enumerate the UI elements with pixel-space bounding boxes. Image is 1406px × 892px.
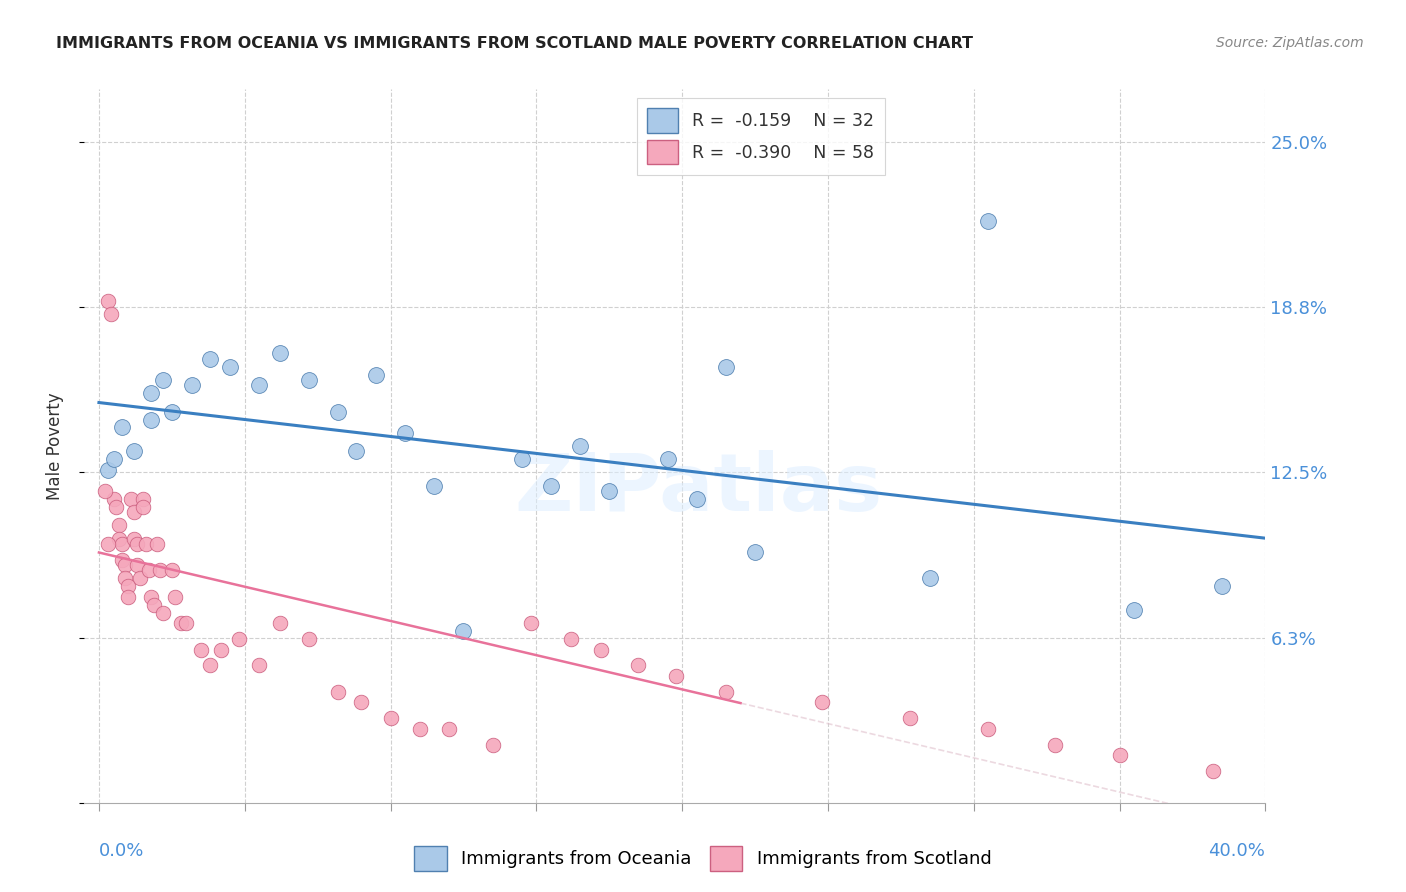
Point (117, 590, 139, 604)
Point (453, 624, 475, 638)
Point (163, 590, 186, 604)
Point (108, 532, 131, 546)
Point (100, 307, 122, 321)
Point (125, 537, 148, 551)
Point (114, 571, 136, 585)
Point (481, 738, 503, 752)
Point (122, 505, 145, 519)
Point (247, 658, 270, 673)
Point (97, 293, 120, 308)
Point (128, 571, 150, 585)
Point (228, 632, 250, 646)
Y-axis label: Male Poverty: Male Poverty (45, 392, 63, 500)
Point (977, 722, 1000, 736)
Legend: Immigrants from Oceania, Immigrants from Scotland: Immigrants from Oceania, Immigrants from… (408, 838, 998, 879)
Point (1045, 738, 1067, 752)
Point (111, 552, 134, 566)
Point (146, 537, 169, 551)
Point (131, 500, 153, 514)
Point (380, 711, 402, 725)
Point (141, 386, 163, 401)
Point (122, 444, 145, 458)
Point (209, 642, 232, 657)
Point (394, 425, 416, 440)
Point (665, 669, 688, 683)
Point (198, 351, 221, 366)
Point (657, 452, 679, 467)
Point (686, 491, 709, 506)
Point (510, 452, 533, 467)
Point (160, 563, 183, 577)
Point (350, 695, 373, 709)
Point (569, 439, 592, 453)
Point (1211, 579, 1233, 593)
Point (108, 518, 131, 533)
Point (111, 420, 134, 434)
Text: ZIPatlas: ZIPatlas (515, 450, 883, 528)
Point (138, 563, 160, 577)
Point (744, 545, 766, 559)
Point (598, 483, 620, 498)
Point (898, 711, 921, 725)
Point (114, 558, 136, 572)
Point (160, 404, 183, 418)
Text: 40.0%: 40.0% (1209, 842, 1265, 860)
Point (141, 590, 163, 604)
Point (219, 359, 242, 374)
Point (918, 571, 941, 585)
Point (714, 359, 737, 374)
Point (1108, 748, 1130, 763)
Point (152, 606, 174, 620)
Point (589, 642, 612, 657)
Point (181, 378, 204, 392)
Point (714, 685, 737, 699)
Point (111, 537, 134, 551)
Point (519, 616, 541, 631)
Point (141, 412, 163, 426)
Point (122, 532, 145, 546)
Point (437, 722, 460, 736)
Point (1123, 603, 1146, 617)
Point (105, 500, 128, 514)
Point (269, 616, 291, 631)
Point (190, 642, 212, 657)
Point (364, 368, 387, 382)
Point (131, 491, 153, 506)
Point (344, 444, 367, 458)
Point (298, 373, 321, 387)
Point (176, 616, 198, 631)
Point (169, 616, 191, 631)
Point (97, 537, 120, 551)
Point (326, 404, 349, 418)
Point (977, 214, 1000, 228)
Point (269, 346, 291, 360)
Point (117, 579, 139, 593)
Text: IMMIGRANTS FROM OCEANIA VS IMMIGRANTS FROM SCOTLAND MALE POVERTY CORRELATION CHA: IMMIGRANTS FROM OCEANIA VS IMMIGRANTS FR… (56, 36, 973, 51)
Point (143, 598, 166, 612)
Point (152, 373, 174, 387)
Point (97, 463, 120, 477)
Point (149, 563, 172, 577)
Text: 0.0%: 0.0% (98, 842, 145, 860)
Text: Source: ZipAtlas.com: Source: ZipAtlas.com (1216, 36, 1364, 50)
Point (94, 483, 117, 498)
Point (103, 491, 125, 506)
Point (298, 632, 321, 646)
Point (811, 695, 834, 709)
Point (326, 685, 349, 699)
Point (198, 658, 221, 673)
Point (103, 452, 125, 467)
Point (560, 632, 582, 646)
Point (125, 558, 148, 572)
Point (135, 537, 157, 551)
Point (120, 491, 142, 506)
Point (409, 722, 432, 736)
Point (1202, 764, 1225, 778)
Point (540, 478, 562, 492)
Point (423, 478, 446, 492)
Point (627, 658, 650, 673)
Legend: R =  -0.159    N = 32, R =  -0.390    N = 58: R = -0.159 N = 32, R = -0.390 N = 58 (637, 98, 884, 175)
Point (247, 378, 270, 392)
